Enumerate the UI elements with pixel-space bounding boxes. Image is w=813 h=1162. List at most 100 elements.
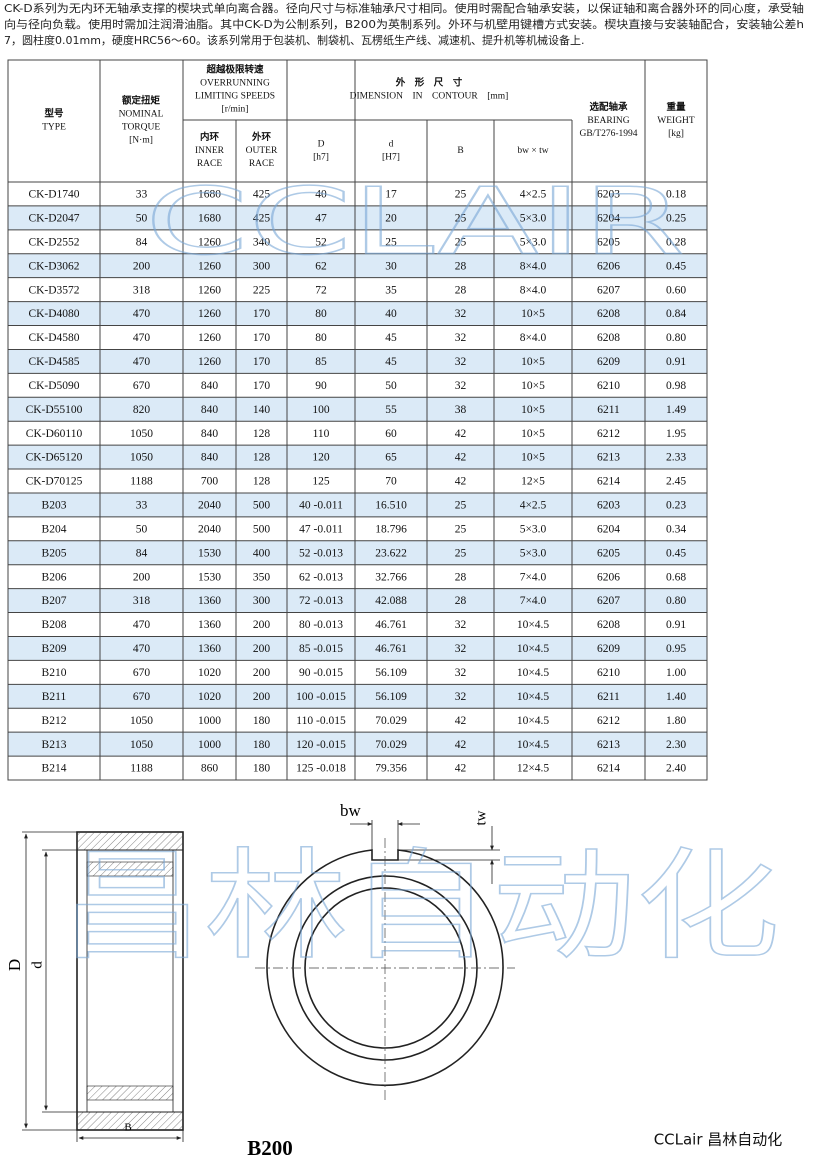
cell: 40 -0.011: [299, 500, 343, 512]
cell: 1260: [198, 308, 221, 320]
cell: 35: [385, 284, 397, 296]
cell: 1.40: [666, 691, 686, 703]
cell: 670: [133, 667, 151, 679]
label-bw: bw: [340, 801, 362, 820]
cell: 8×4.0: [520, 284, 547, 296]
cell: 1260: [198, 356, 221, 368]
cell: CK-D2047: [28, 213, 79, 225]
cell: B208: [42, 619, 67, 631]
cell: CK-D55100: [26, 404, 83, 416]
cell: 32.766: [375, 571, 407, 583]
cell: CK-D60110: [26, 428, 83, 440]
cell: 0.45: [666, 547, 686, 559]
cell: 18.796: [375, 523, 407, 535]
cell: 6205: [597, 547, 620, 559]
drawing-title: B200: [247, 1136, 293, 1160]
cell: 1050: [130, 452, 153, 464]
cell: 500: [253, 523, 271, 535]
intro-line: 向与径向负载。使用时需加注润滑油脂。其中CK-D为公制系列，B200为英制系列。…: [4, 17, 804, 31]
cell: 42: [455, 428, 467, 440]
cell: 25: [455, 236, 467, 248]
cell: 5×3.0: [520, 547, 547, 559]
cell: 0.95: [666, 643, 686, 655]
cell: 0.80: [666, 332, 686, 344]
cell: 10×5: [521, 356, 545, 368]
cell: B206: [42, 571, 67, 583]
cell: 425: [253, 189, 271, 201]
cell: 25: [455, 189, 467, 201]
cell: 32: [455, 619, 467, 631]
cell: 55: [385, 404, 397, 416]
header-text: 选配轴承: [589, 101, 628, 113]
cell: 8×4.0: [520, 260, 547, 272]
cell: 6209: [597, 356, 620, 368]
cell: 42: [455, 763, 467, 775]
cell: 52 -0.013: [299, 547, 343, 559]
watermark: CCLAIR: [145, 168, 685, 275]
cell: 6211: [597, 691, 620, 703]
cell: 10×5: [521, 308, 545, 320]
cell: 180: [253, 739, 271, 751]
cell: 1360: [198, 595, 221, 607]
cell: 2040: [198, 523, 221, 535]
header-text: BEARING: [587, 116, 629, 126]
cell: 47 -0.011: [299, 523, 343, 535]
cell: 470: [133, 308, 151, 320]
cell: 6206: [597, 260, 620, 272]
cell: 170: [253, 356, 271, 368]
cell: 30: [385, 260, 397, 272]
cell: 1530: [198, 547, 221, 559]
cell: 470: [133, 643, 151, 655]
cell: 1050: [130, 739, 153, 751]
cell: 25: [385, 236, 397, 248]
cell: 318: [133, 595, 151, 607]
cell: 42: [455, 476, 467, 488]
header-text: LIMITING SPEEDS: [195, 92, 275, 102]
cell: 6207: [597, 595, 620, 607]
cell: 125: [312, 476, 330, 488]
cell: 300: [253, 260, 271, 272]
cell: 50: [385, 380, 397, 392]
cell: 1680: [198, 213, 221, 225]
cell: 1.49: [666, 404, 686, 416]
header-text: INNER: [195, 146, 225, 156]
cell: 470: [133, 332, 151, 344]
cell: 1.00: [666, 667, 686, 679]
header-text: [N·m]: [129, 136, 153, 146]
cell: 6214: [597, 476, 620, 488]
cell: 70: [385, 476, 397, 488]
cell: 860: [201, 763, 219, 775]
cell: 12×5: [521, 476, 545, 488]
cell: 200: [253, 643, 271, 655]
cell: 5×3.0: [520, 213, 547, 225]
cell: 10×5: [521, 380, 545, 392]
cell: 12×4.5: [517, 763, 550, 775]
cell: 85 -0.015: [299, 643, 343, 655]
cell: 4×2.5: [520, 500, 547, 512]
cell: 6206: [597, 571, 620, 583]
cell: 300: [253, 595, 271, 607]
cell: 0.23: [666, 500, 686, 512]
cell: 1260: [198, 284, 221, 296]
cell: 1020: [198, 667, 221, 679]
cell: 1050: [130, 428, 153, 440]
cell: 0.68: [666, 571, 686, 583]
header-text: [h7]: [313, 153, 329, 163]
cell: 50: [136, 523, 148, 535]
header-text: 内环: [200, 131, 220, 143]
technical-drawing: bw tw D d B B200 CCLair 昌林自动化: [5, 801, 782, 1160]
label-tw: tw: [473, 810, 489, 825]
cell: 40: [315, 189, 327, 201]
cell: 32: [455, 332, 467, 344]
cell: 6203: [597, 189, 620, 201]
cell: 10×4.5: [517, 643, 550, 655]
cell: 72 -0.013: [299, 595, 343, 607]
cell: 65: [385, 452, 397, 464]
cell: 42: [455, 715, 467, 727]
cell: 45: [385, 332, 397, 344]
label-d: d: [29, 961, 45, 969]
header-text: OUTER: [246, 146, 278, 156]
cell: 6203: [597, 500, 620, 512]
header-text: 型号: [44, 108, 64, 120]
